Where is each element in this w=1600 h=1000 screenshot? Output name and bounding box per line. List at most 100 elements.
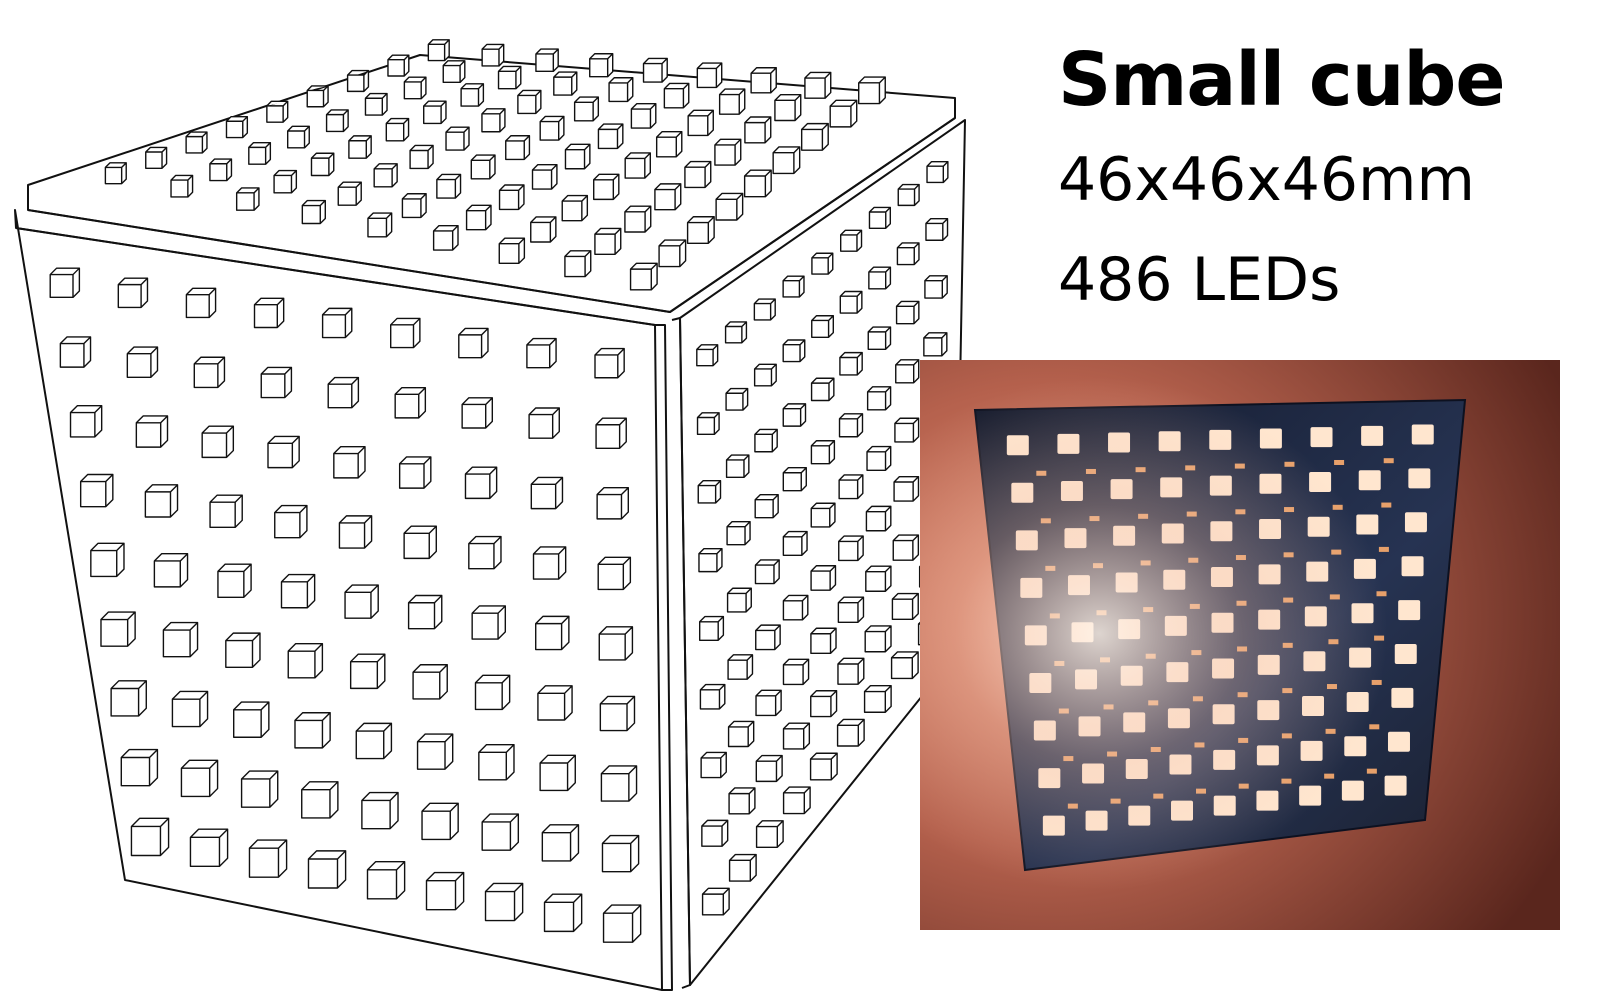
top-led: [561, 194, 589, 222]
right-led: [699, 683, 726, 710]
top-led: [539, 115, 565, 141]
top-led: [209, 158, 233, 182]
top-led: [715, 192, 744, 221]
front-led: [484, 882, 524, 922]
right-led: [865, 505, 892, 532]
caption-led-count: 486 LEDs: [1058, 245, 1341, 315]
front-led: [394, 386, 427, 419]
front-led: [209, 494, 243, 529]
right-led: [810, 627, 837, 655]
top-led: [460, 83, 485, 107]
led-board-photo: [920, 360, 1560, 930]
top-led: [654, 183, 682, 211]
front-led: [355, 722, 393, 760]
front-led: [287, 642, 324, 679]
front-led: [478, 743, 515, 781]
top-led: [442, 60, 466, 84]
right-led: [837, 596, 865, 624]
top-led: [423, 100, 447, 125]
top-led: [687, 109, 714, 137]
top-led: [663, 82, 690, 109]
front-led: [217, 563, 252, 599]
right-led: [837, 657, 865, 685]
front-led: [600, 765, 638, 802]
front-led: [599, 695, 636, 732]
front-led: [366, 861, 406, 900]
front-led: [248, 839, 288, 878]
top-led: [373, 163, 398, 188]
top-led: [401, 193, 427, 219]
right-led: [838, 413, 864, 438]
top-led: [225, 115, 249, 139]
right-led: [839, 351, 863, 376]
right-led: [867, 326, 892, 350]
right-led: [925, 218, 949, 241]
front-led: [526, 337, 557, 369]
cube-illustration: [14, 39, 966, 991]
front-led: [403, 525, 437, 560]
top-led: [858, 76, 886, 105]
front-led: [602, 904, 642, 943]
top-led: [436, 173, 462, 199]
top-led: [535, 48, 559, 73]
front-led: [120, 748, 159, 787]
top-led: [593, 173, 620, 201]
front-led: [100, 611, 136, 647]
front-led: [162, 621, 199, 658]
right-face-edge: [671, 317, 691, 989]
front-led: [307, 850, 347, 889]
front-led: [541, 824, 580, 862]
right-led: [727, 720, 755, 748]
top-led: [624, 152, 651, 179]
right-led: [782, 403, 807, 427]
right-led: [836, 718, 865, 747]
right-led: [755, 820, 784, 849]
right-led: [754, 559, 780, 585]
top-plate-edge: [27, 117, 956, 313]
right-led: [923, 332, 948, 357]
front-led: [201, 425, 235, 459]
front-led: [528, 407, 560, 439]
top-led: [804, 71, 832, 99]
right-led: [896, 242, 920, 266]
front-led: [274, 504, 308, 539]
front-led: [144, 484, 179, 518]
right-led: [754, 428, 778, 453]
right-led: [727, 654, 754, 680]
front-led: [233, 701, 270, 738]
top-led: [531, 163, 558, 190]
right-led: [864, 625, 892, 653]
top-led: [743, 169, 772, 198]
front-led: [532, 546, 567, 580]
top-led: [306, 85, 329, 108]
front-led: [294, 712, 331, 749]
front-led: [390, 317, 421, 349]
right-led: [697, 480, 722, 504]
front-led: [361, 791, 399, 830]
top-led: [348, 135, 372, 159]
front-led: [180, 759, 219, 798]
top-led: [594, 227, 622, 255]
right-led: [810, 690, 838, 718]
top-face-leds: [104, 39, 886, 291]
front-led: [425, 871, 465, 911]
right-led: [865, 565, 892, 592]
top-led: [346, 69, 370, 93]
right-led: [782, 722, 811, 750]
right-led: [868, 206, 892, 229]
right-led: [753, 298, 776, 321]
right-led: [782, 786, 811, 815]
front-led: [416, 733, 454, 770]
top-led: [385, 117, 410, 142]
right-led: [698, 547, 723, 573]
top-led: [445, 126, 470, 151]
front-led: [333, 446, 366, 479]
right-led: [701, 819, 729, 847]
front-led: [126, 346, 159, 378]
top-led: [718, 88, 746, 115]
right-led: [782, 275, 805, 298]
top-led: [432, 224, 459, 251]
right-face-leds: [696, 160, 949, 916]
caption-dimensions: 46x46x46mm: [1058, 145, 1475, 215]
